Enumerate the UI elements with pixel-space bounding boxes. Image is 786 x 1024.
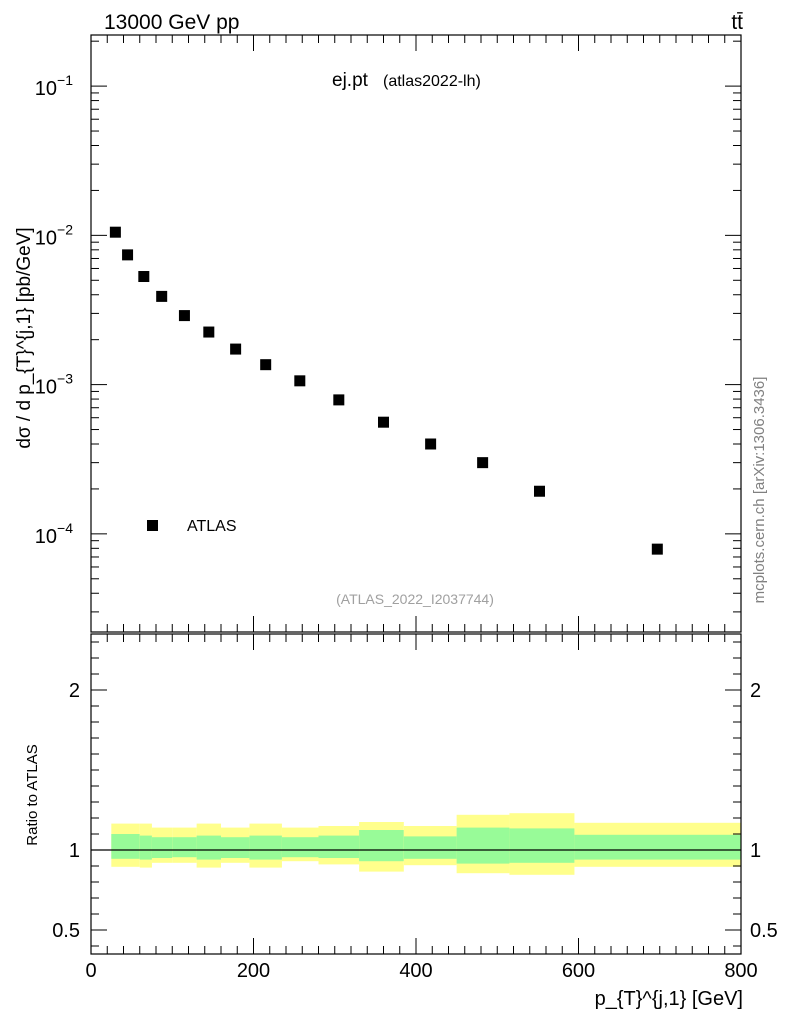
ratio-plot-frame — [90, 633, 742, 955]
main-data-points — [109, 226, 663, 555]
data-point — [109, 226, 121, 238]
data-point — [378, 416, 389, 428]
ratio-band-inner — [403, 836, 457, 859]
x-axis-label: p_{T}^{j,1} [GeV] — [595, 988, 743, 1010]
data-point — [294, 375, 306, 387]
ratio-y-tick-label-right: 0.5 — [750, 920, 778, 942]
plot-title: ej.pt — [332, 70, 369, 91]
y-axis-label: dσ / d p_{T}^{j,1} [pb/GeV] — [14, 227, 35, 448]
ratio-y-tick-label-right: 2 — [750, 680, 761, 702]
ratio-band-inner — [139, 835, 152, 860]
data-point — [477, 457, 489, 469]
ratio-band-inner — [196, 835, 221, 860]
main-y-tick-labels: 10−4 10−3 10−2 10−1 — [35, 72, 73, 548]
x-tick-labels: 0 200 400 600 800 — [85, 960, 757, 982]
plot-subtitle: (atlas2022-lh) — [383, 73, 481, 90]
ratio-band-inner — [172, 837, 197, 858]
x-tick-label: 600 — [562, 960, 595, 982]
ratio-y-tick-label-right: 1 — [750, 840, 761, 862]
data-point — [203, 326, 215, 338]
ratio-band-inner — [111, 834, 140, 859]
ratio-band-inner — [281, 837, 319, 858]
ratio-y-tick-labels: 0.5 0.5 1 1 2 2 — [52, 680, 778, 942]
ratio-band-inner — [509, 828, 575, 863]
y-tick-label: 10−2 — [35, 221, 73, 249]
main-axis-ticks — [90, 35, 742, 632]
ratio-y-tick-label: 0.5 — [52, 920, 80, 942]
data-point — [260, 359, 272, 371]
data-point — [230, 343, 242, 355]
ratio-y-tick-label: 2 — [69, 680, 80, 702]
data-point — [156, 290, 168, 302]
main-plot-frame — [90, 34, 742, 633]
x-tick-label: 200 — [237, 960, 270, 982]
legend-label: ATLAS — [187, 518, 237, 535]
x-tick-label: 0 — [85, 960, 96, 982]
y-tick-label: 10−3 — [35, 371, 73, 399]
side-watermark-label: mcplots.cern.ch [arXiv:1306.3436] — [751, 377, 768, 604]
data-point — [333, 394, 345, 406]
process-label: tt̄ — [731, 11, 743, 34]
data-point — [425, 438, 437, 450]
x-tick-label: 400 — [399, 960, 432, 982]
data-point — [122, 249, 134, 261]
ratio-band-inner — [249, 835, 282, 860]
ratio-band-inner — [318, 835, 360, 858]
energy-label: 13000 GeV pp — [104, 11, 239, 34]
y-tick-label: 10−4 — [35, 520, 73, 548]
legend-marker — [147, 520, 158, 531]
data-point — [651, 543, 663, 555]
x-tick-label: 800 — [724, 960, 757, 982]
ratio-y-tick-label: 1 — [69, 840, 80, 862]
ratio-band-inner — [359, 830, 404, 862]
ratio-band-inner — [151, 837, 173, 858]
ratio-band-inner — [221, 837, 250, 858]
data-point — [534, 485, 545, 497]
ratio-band-inner — [456, 827, 510, 864]
ratio-axis-ticks — [90, 634, 742, 954]
ratio-band-inner — [574, 834, 741, 860]
analysis-id: (ATLAS_2022_I2037744) — [336, 591, 494, 607]
ratio-y-axis-label: Ratio to ATLAS — [24, 744, 41, 845]
data-point — [138, 271, 150, 283]
ratio-uncertainty-bands — [111, 813, 741, 875]
data-point — [178, 310, 190, 322]
y-tick-label: 10−1 — [35, 72, 73, 100]
